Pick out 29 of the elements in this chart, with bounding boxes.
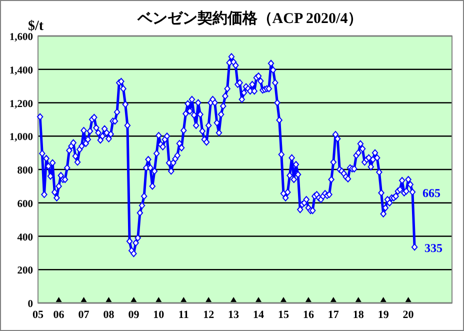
x-tick-label: 20 [402,309,414,321]
y-axis-title: $/t [28,19,44,34]
x-tick-label: 13 [228,309,240,321]
y-tick-label: 600 [17,198,33,210]
y-tick-label: 0 [28,299,33,310]
chart-title: ベンゼン契約価格（ACP 2020/4） [136,10,363,27]
y-tick-label: 1,400 [9,65,33,76]
annotation: 335 [424,241,443,256]
x-tick-label: 15 [278,309,290,321]
x-tick-label: 19 [378,309,390,321]
x-tick-label: 07 [78,309,90,321]
x-tick-label: 12 [203,309,215,321]
x-tick-label: 17 [328,309,340,321]
annotation: 665 [422,186,440,200]
y-tick-label: 1,000 [9,132,33,144]
y-tick-label: 800 [17,166,33,176]
x-tick-label: 14 [253,309,265,321]
x-tick-label: 10 [153,309,165,321]
x-tick-label: 05 [32,309,44,321]
y-tick-label: 1,200 [9,98,33,110]
y-tick-label: 1,600 [9,32,33,43]
x-tick-label: 16 [302,309,314,321]
x-tick-label: 08 [103,309,115,321]
x-tick-label: 11 [178,309,189,321]
x-tick-label: 09 [128,309,140,321]
y-tick-label: 200 [17,266,33,277]
x-tick-label: 18 [352,309,364,321]
y-tick-label: 400 [17,232,33,244]
x-tick-label: 06 [53,309,65,321]
